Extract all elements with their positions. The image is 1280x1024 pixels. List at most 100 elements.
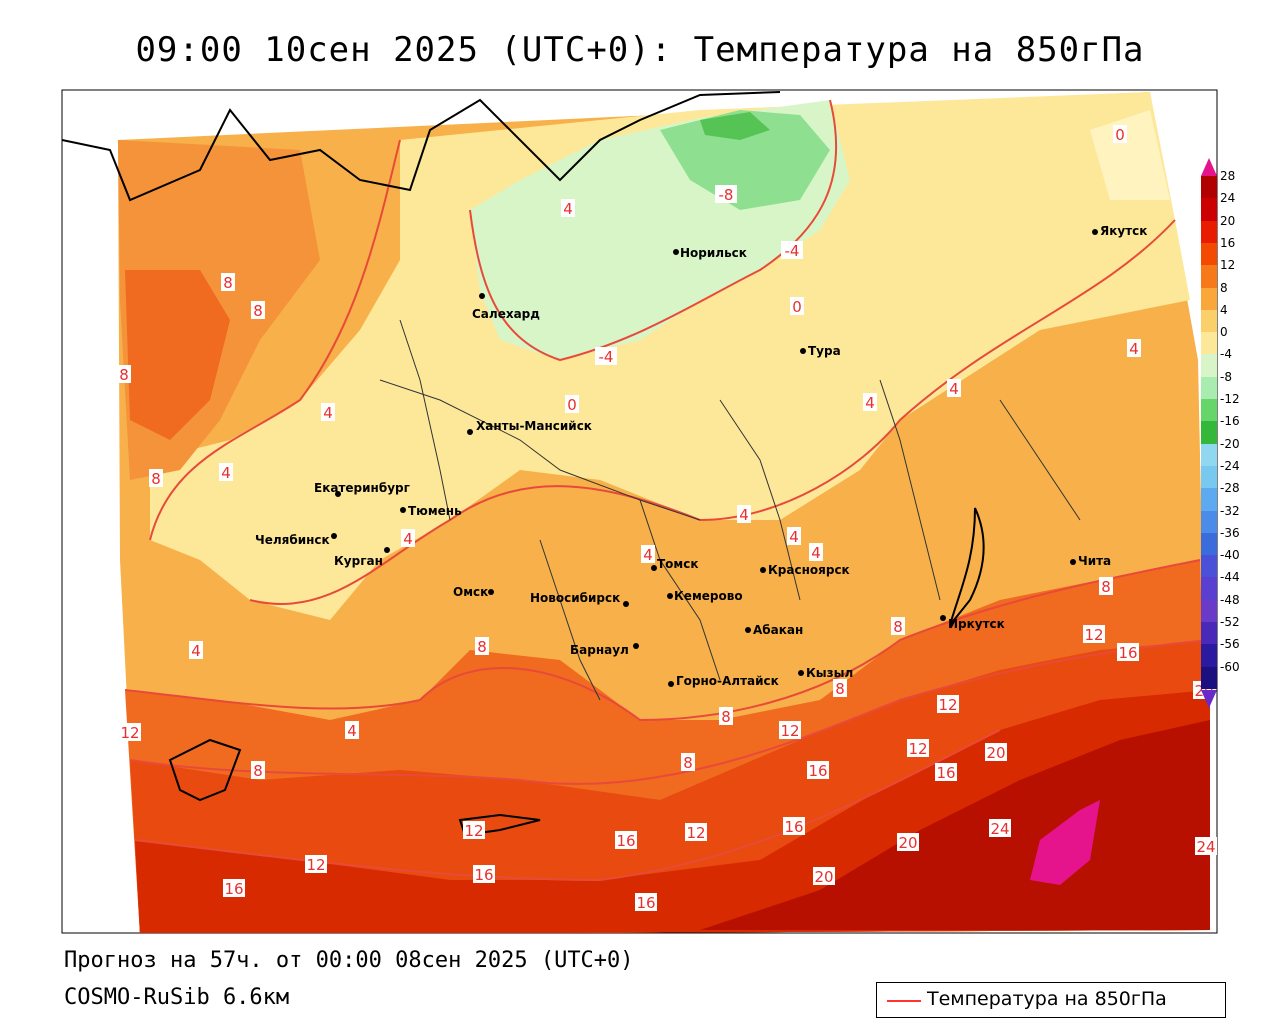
city-label: Красноярск	[768, 563, 850, 577]
city-marker	[1070, 559, 1076, 565]
contour-label: 12	[120, 724, 139, 742]
contour-label-bg	[119, 723, 141, 741]
contour-label: 16	[224, 880, 243, 898]
colorbar-swatch	[1201, 176, 1217, 199]
contour-label-bg	[345, 721, 359, 739]
contour-label: 0	[792, 298, 802, 316]
contour-label: 8	[893, 618, 903, 636]
city-marker	[800, 348, 806, 354]
legend-line-swatch	[887, 1000, 921, 1002]
colorbar-tick-label: 28	[1220, 169, 1236, 183]
contour-label-bg	[223, 879, 245, 897]
city-label: Екатеринбург	[314, 481, 410, 495]
colorbar-tick-label: -36	[1220, 525, 1240, 540]
contour-label-bg	[251, 761, 265, 779]
zone-yakutia	[1090, 110, 1170, 200]
contour-label-bg	[561, 199, 575, 217]
zone-20-24	[700, 720, 1210, 930]
contour-label: 8	[477, 638, 487, 656]
contour-label-bg	[595, 347, 617, 365]
contour-label: 16	[616, 832, 635, 850]
colorbar-swatch	[1201, 465, 1217, 489]
colorbar-tick-label: -56	[1220, 637, 1240, 652]
contour-label-bg	[937, 695, 959, 713]
city-label: Челябинск	[255, 533, 330, 547]
city-label: Норильск	[680, 246, 747, 260]
city-label: Ханты-Мансийск	[476, 419, 592, 433]
zone-west-core	[125, 270, 230, 440]
colorbar-tick-label: 8	[1220, 280, 1228, 295]
contour-label: -4	[599, 348, 614, 366]
colorbar-tick-label: 24	[1220, 191, 1236, 206]
contour-label: 12	[908, 740, 927, 758]
contour-label: 4	[403, 530, 413, 548]
contour-label: 8	[119, 366, 129, 384]
contour-label: 12	[938, 696, 957, 714]
contour-label-bg	[947, 379, 961, 397]
contour-label: 16	[474, 866, 493, 884]
contour-label-bg	[1195, 837, 1217, 855]
colorbar-tick-label: -20	[1220, 436, 1240, 451]
city-marker	[633, 643, 639, 649]
contour-label-bg	[1083, 625, 1105, 643]
contour-label-bg	[779, 721, 801, 739]
colorbar-swatch	[1201, 510, 1217, 534]
contour-label: 4	[789, 528, 799, 546]
city-label: Томск	[657, 557, 699, 571]
colorbar-swatch	[1201, 287, 1217, 311]
contour-label-bg	[641, 545, 655, 563]
contour-lines	[124, 99, 1211, 882]
contour-label-bg	[737, 505, 751, 523]
colorbar-swatch	[1201, 622, 1217, 645]
admin-borders	[379, 319, 1081, 701]
city-label: Иркутск	[948, 617, 1005, 631]
city-marker	[940, 615, 946, 621]
contour-label: 20	[814, 868, 833, 886]
colorbar-top-arrow	[1201, 158, 1217, 176]
colorbar-tick-label: -24	[1220, 458, 1240, 473]
contour-label: 8	[253, 302, 263, 320]
city-label: Чита	[1078, 554, 1111, 568]
city-label: Горно-Алтайск	[676, 674, 779, 688]
contour-label: 4	[739, 506, 749, 524]
contour-label-bg	[935, 763, 957, 781]
contour-label-bg	[251, 301, 265, 319]
contour-label: 4	[811, 544, 821, 562]
contour-label-bg	[219, 463, 233, 481]
colorbar-tick-label: 20	[1220, 213, 1236, 228]
city-label: Омск	[453, 585, 488, 599]
city-marker	[331, 533, 337, 539]
city-marker	[479, 293, 485, 299]
contour-label-bg	[221, 273, 235, 291]
colorbar-tick-label: 0	[1220, 325, 1228, 340]
contour-label: 12	[1084, 626, 1103, 644]
colorbar-swatch	[1201, 354, 1217, 378]
map-title: 09:00 10сен 2025 (UTC+0): Температура на…	[135, 30, 1145, 70]
city-marker	[667, 593, 673, 599]
contour-label-bg	[863, 393, 877, 411]
city-marker	[673, 249, 679, 255]
city-label: Кемерово	[674, 589, 743, 603]
contour-label: 16	[784, 818, 803, 836]
contour-label-bg	[783, 817, 805, 835]
contour-label-bg	[321, 403, 335, 421]
legend-label: Температура на 850гПа	[927, 988, 1167, 1010]
contour-label-bg	[787, 527, 801, 545]
contour-label: 8	[151, 470, 161, 488]
contour-label-bg	[989, 819, 1011, 837]
city-label: Тюмень	[408, 504, 462, 518]
contour-label: 16	[636, 894, 655, 912]
colorbar-tick-label: -16	[1220, 414, 1240, 429]
city-marker	[651, 565, 657, 571]
contour-label-bg	[1099, 577, 1113, 595]
contour-label-bg	[149, 469, 163, 487]
contour-label-bg	[891, 617, 905, 635]
contour-label-bg	[565, 395, 579, 413]
legend: Температура на 850гПа	[876, 982, 1226, 1018]
colorbar-swatch	[1201, 443, 1217, 467]
contour-label-bg	[715, 185, 737, 203]
colorbar-swatch	[1201, 532, 1217, 556]
colorbar-tick-label: -32	[1220, 503, 1240, 518]
colorbar-swatch	[1201, 265, 1217, 288]
